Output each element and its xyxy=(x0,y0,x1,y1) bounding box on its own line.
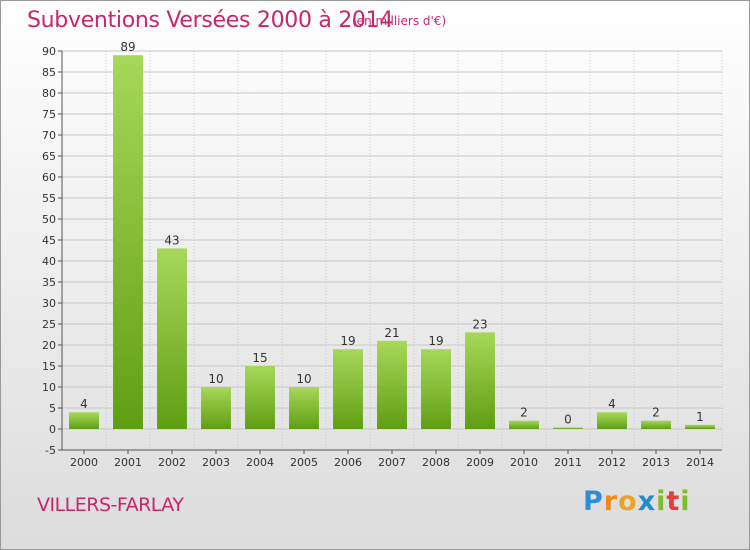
y-tick-label: 70 xyxy=(42,129,56,142)
y-tick-label: 60 xyxy=(42,171,56,184)
x-tick-label: 2003 xyxy=(202,456,230,469)
bar xyxy=(421,349,451,429)
bar xyxy=(69,412,99,429)
bar-value-label: 43 xyxy=(164,233,179,247)
bar xyxy=(245,366,275,429)
y-tick-label: 40 xyxy=(42,255,56,268)
y-tick-labels: -5 0 5 10 15 20 25 30 35 40 45 50 55 60 65 70 75 80 85 90 xyxy=(42,45,56,457)
bar xyxy=(157,248,187,429)
bar xyxy=(201,387,231,429)
x-tick-label: 2009 xyxy=(466,456,494,469)
bar-value-label: 10 xyxy=(208,372,223,386)
logo-letter: i xyxy=(680,486,691,517)
bar-value-label: 0 xyxy=(564,413,572,427)
bar xyxy=(641,420,671,429)
bar-value-label: 4 xyxy=(608,397,616,411)
bar xyxy=(377,340,407,429)
bar-value-label: 2 xyxy=(652,406,660,420)
bar-value-label: 19 xyxy=(340,334,355,348)
bars xyxy=(69,55,715,429)
logo-letter: x xyxy=(637,486,657,517)
chart-title: Subventions Versées 2000 à 2014 xyxy=(27,8,394,33)
y-tick-label: 35 xyxy=(42,276,56,289)
axes xyxy=(58,50,722,454)
y-tick-label: 25 xyxy=(42,318,56,331)
logo-letter: o xyxy=(618,486,638,517)
x-tick-label: 2001 xyxy=(114,456,142,469)
y-tick-label: 55 xyxy=(42,192,56,205)
bar-value-label: 2 xyxy=(520,406,528,420)
bar-value-label: 1 xyxy=(696,410,704,424)
x-tick-label: 2012 xyxy=(598,456,626,469)
x-tick-label: 2008 xyxy=(422,456,450,469)
bar-value-label: 15 xyxy=(252,351,267,365)
bar-value-label: 21 xyxy=(384,326,399,340)
logo-letter: t xyxy=(666,486,681,517)
bar-value-label: 10 xyxy=(296,372,311,386)
y-tick-label: 15 xyxy=(42,360,56,373)
x-tick-labels: 2000 2001 2002 2003 2004 2005 2006 2007 2008 2009… xyxy=(70,456,714,469)
y-tick-label: 0 xyxy=(49,423,56,436)
y-tick-label: -5 xyxy=(45,444,56,457)
x-tick-label: 2006 xyxy=(334,456,362,469)
bar xyxy=(509,420,539,429)
bar-value-label: 19 xyxy=(428,334,443,348)
commune-name: VILLERS-FARLAY xyxy=(37,494,184,516)
y-tick-label: 20 xyxy=(42,339,56,352)
bar-value-label: 89 xyxy=(120,40,135,54)
y-tick-label: 85 xyxy=(42,66,56,79)
x-tick-label: 2014 xyxy=(686,456,714,469)
chart-subtitle: (en milliers d'€) xyxy=(352,14,447,28)
y-tick-label: 90 xyxy=(42,45,56,58)
y-tick-label: 10 xyxy=(42,381,56,394)
logo-letter: i xyxy=(656,486,667,517)
y-tick-label: 30 xyxy=(42,297,56,310)
bar xyxy=(113,55,143,429)
bar xyxy=(597,412,627,429)
x-tick-label: 2011 xyxy=(554,456,582,469)
y-tick-label: 75 xyxy=(42,108,56,121)
x-tick-label: 2007 xyxy=(378,456,406,469)
x-tick-label: 2004 xyxy=(246,456,274,469)
bar xyxy=(685,424,715,429)
y-tick-label: 80 xyxy=(42,87,56,100)
bar xyxy=(465,332,495,429)
x-tick-label: 2002 xyxy=(158,456,186,469)
y-tick-label: 65 xyxy=(42,150,56,163)
bar-value-label: 4 xyxy=(80,397,88,411)
logo-letter: P xyxy=(583,486,604,517)
bar xyxy=(289,387,319,429)
x-tick-label: 2010 xyxy=(510,456,538,469)
bar-value-label: 23 xyxy=(472,317,487,331)
logo-letter: r xyxy=(603,486,619,517)
x-tick-label: 2005 xyxy=(290,456,318,469)
y-tick-label: 50 xyxy=(42,213,56,226)
proxiti-logo: Proxiti xyxy=(583,486,691,517)
bar xyxy=(553,427,583,429)
y-tick-label: 5 xyxy=(49,402,56,415)
y-tick-label: 45 xyxy=(42,234,56,247)
x-tick-label: 2013 xyxy=(642,456,670,469)
x-tick-label: 2000 xyxy=(70,456,98,469)
bar xyxy=(333,349,363,429)
